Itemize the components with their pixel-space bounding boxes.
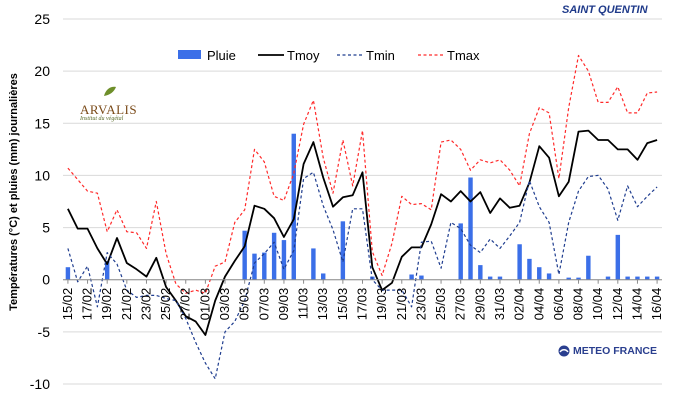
x-tick-label: 15/03 bbox=[335, 288, 350, 321]
bar-pluie bbox=[497, 276, 503, 280]
bar-pluie bbox=[419, 275, 424, 280]
bar-pluie bbox=[321, 273, 326, 280]
bar-pluie bbox=[281, 240, 287, 280]
bar-pluie bbox=[527, 258, 532, 280]
y-tick-label: 5 bbox=[42, 220, 50, 236]
legend-label-tmin: Tmin bbox=[366, 48, 395, 63]
x-tick-label: 27/03 bbox=[453, 288, 468, 321]
x-tick-label: 01/03 bbox=[197, 288, 212, 321]
pluie-bars bbox=[65, 133, 660, 280]
bar-pluie bbox=[654, 276, 660, 280]
x-tick-label: 16/04 bbox=[649, 288, 664, 321]
x-tick-label: 07/03 bbox=[256, 288, 271, 321]
x-tick-label: 08/04 bbox=[571, 288, 586, 321]
x-tick-label: 27/02 bbox=[178, 288, 193, 321]
x-tick-label: 02/04 bbox=[512, 288, 527, 321]
x-tick-label: 25/02 bbox=[158, 288, 173, 321]
bar-pluie bbox=[566, 277, 571, 280]
legend-swatch-pluie bbox=[178, 50, 201, 59]
temperature-lines bbox=[67, 54, 658, 380]
x-tick-label: 06/04 bbox=[551, 288, 566, 321]
y-tick-label: 10 bbox=[34, 167, 50, 183]
x-tick-label: 05/03 bbox=[237, 288, 252, 321]
bar-pluie bbox=[537, 267, 542, 280]
bar-pluie bbox=[458, 223, 463, 280]
bar-pluie bbox=[586, 255, 591, 280]
x-tick-label: 15/02 bbox=[60, 288, 75, 321]
bar-pluie bbox=[242, 230, 247, 280]
x-tick-label: 21/02 bbox=[119, 288, 134, 321]
bar-pluie bbox=[478, 265, 483, 280]
bar-pluie bbox=[487, 276, 493, 280]
legend-label-pluie: Pluie bbox=[207, 48, 236, 63]
x-tick-label: 23/02 bbox=[139, 288, 154, 321]
station-name: SAINT QUENTIN bbox=[562, 4, 648, 16]
y-tick-label: 25 bbox=[34, 11, 50, 27]
bar-pluie bbox=[271, 232, 277, 280]
x-tick-label: 04/04 bbox=[531, 288, 546, 321]
bar-pluie bbox=[262, 252, 267, 280]
bar-pluie bbox=[615, 234, 621, 280]
arvalis-wordmark: ARVALIS bbox=[80, 102, 138, 117]
bar-pluie bbox=[104, 260, 110, 280]
axes: -10 -5 0 5 10 15 20 25 15/02 17/02 19/02 21/02 23/02… bbox=[30, 11, 664, 392]
x-tick-label: 29/03 bbox=[472, 288, 487, 321]
x-tick-label: 19/03 bbox=[374, 288, 389, 321]
x-tick-label: 09/03 bbox=[276, 288, 291, 321]
x-tick-label: 10/04 bbox=[590, 288, 605, 321]
y-tick-label: 20 bbox=[34, 63, 50, 79]
meteo-france-wordmark: METEO FRANCE bbox=[573, 345, 657, 357]
x-tick-label: 17/03 bbox=[355, 288, 370, 321]
legend-label-tmax: Tmax bbox=[447, 48, 480, 63]
bar-pluie bbox=[65, 267, 71, 280]
bar-pluie bbox=[645, 276, 650, 280]
bar-pluie bbox=[409, 274, 414, 280]
y-tick-label: -10 bbox=[30, 376, 50, 392]
y-tick-label: 15 bbox=[34, 115, 50, 131]
x-tick-label: 11/03 bbox=[296, 288, 311, 320]
gridlines bbox=[63, 18, 662, 385]
x-tick-label: 13/03 bbox=[315, 288, 330, 321]
legend-label-tmoy: Tmoy bbox=[287, 48, 320, 63]
x-tick-label: 03/03 bbox=[217, 288, 232, 321]
x-tick-label: 21/03 bbox=[394, 288, 409, 321]
bar-pluie bbox=[252, 253, 257, 280]
x-tick-label: 14/04 bbox=[630, 288, 645, 321]
bar-pluie bbox=[311, 248, 316, 280]
x-tick-label: 19/02 bbox=[99, 288, 114, 321]
bar-pluie bbox=[576, 277, 581, 280]
bar-pluie bbox=[468, 177, 473, 280]
bar-pluie bbox=[635, 276, 640, 280]
bar-pluie bbox=[517, 244, 522, 280]
bar-pluie bbox=[340, 221, 346, 280]
x-tick-label: 17/02 bbox=[80, 288, 95, 321]
legend: Pluie Tmoy Tmin Tmax bbox=[178, 48, 480, 63]
y-axis-label: Températures (°C) et pluies (mm) journal… bbox=[8, 73, 20, 311]
y-tick-label: 0 bbox=[42, 272, 50, 288]
arvalis-logo: ARVALIS Institut du végétal bbox=[80, 84, 140, 122]
x-tick-label: 25/03 bbox=[433, 288, 448, 321]
leaf-icon bbox=[104, 86, 116, 96]
x-tick-label: 12/04 bbox=[610, 288, 625, 321]
y-tick-label: -5 bbox=[38, 324, 51, 340]
bar-pluie bbox=[605, 276, 611, 280]
series-line-tmoy bbox=[67, 129, 658, 336]
x-tick-label: 31/03 bbox=[492, 288, 507, 321]
arvalis-tagline: Institut du végétal bbox=[80, 116, 124, 122]
bar-pluie bbox=[625, 276, 630, 280]
x-tick-label: 23/03 bbox=[413, 288, 428, 321]
meteo-france-icon bbox=[558, 345, 570, 357]
bar-pluie bbox=[291, 133, 296, 280]
meteo-france-logo: METEO FRANCE bbox=[558, 344, 657, 358]
bar-pluie bbox=[546, 273, 552, 280]
